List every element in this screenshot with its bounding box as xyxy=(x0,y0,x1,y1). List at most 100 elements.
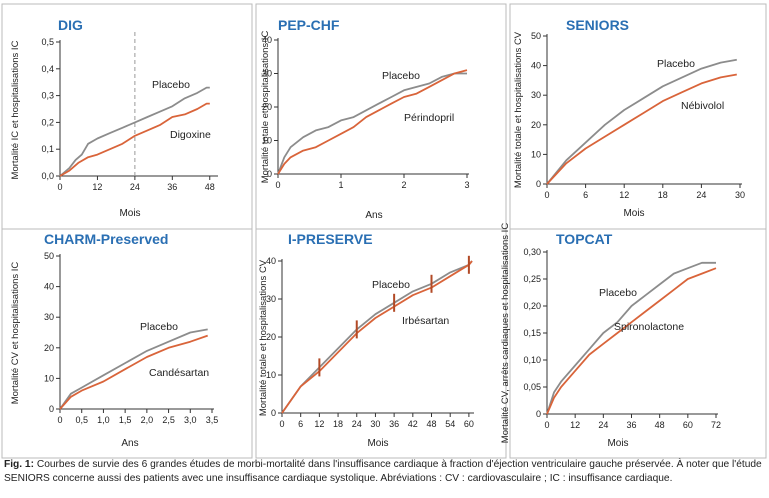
y-tick-label: 30 xyxy=(262,69,272,79)
y-tick-label: 0 xyxy=(49,404,54,414)
x-tick-label: 1 xyxy=(338,180,343,190)
x-tick-label: 24 xyxy=(598,420,608,430)
series-label-treatment: Candésartan xyxy=(149,367,209,379)
x-tick-label: 6 xyxy=(298,419,303,429)
series-line-treatment xyxy=(59,334,208,410)
y-tick-label: 0,10 xyxy=(523,355,541,365)
y-axis-label: Mortalité totale et hospitalisations CV xyxy=(258,259,269,416)
series-line-placebo xyxy=(281,260,473,414)
x-tick-label: 42 xyxy=(408,419,418,429)
y-tick-label: 0,5 xyxy=(41,37,54,47)
y-tick-label: 30 xyxy=(531,90,541,100)
y-tick-label: 0 xyxy=(271,408,276,418)
y-tick-label: 0,20 xyxy=(523,301,541,311)
y-axis-label: Mortalité totale et hospitalisations CV xyxy=(513,31,524,188)
y-tick-label: 0,25 xyxy=(523,274,541,284)
x-tick-label: 0 xyxy=(544,190,549,200)
series-line-treatment xyxy=(546,73,737,185)
x-axis-label: Mois xyxy=(607,438,628,449)
x-tick-label: 0 xyxy=(279,419,284,429)
chart-title: CHARM-Preserved xyxy=(44,231,168,247)
x-tick-label: 48 xyxy=(205,182,215,192)
panel-frame xyxy=(1,228,253,459)
x-tick-label: 36 xyxy=(626,420,636,430)
series-label-placebo: Placebo xyxy=(140,321,178,333)
series-line-placebo xyxy=(546,261,716,415)
x-tick-label: 12 xyxy=(619,190,629,200)
y-tick-label: 40 xyxy=(266,256,276,266)
x-axis-label: Mois xyxy=(623,208,644,219)
x-tick-label: 72 xyxy=(711,420,721,430)
x-tick-label: 2 xyxy=(401,180,406,190)
chart-panel-pepchf: PEP-CHF 0 10 20 30 40 0 1 2 3 Ans Mortalité totale … xyxy=(255,3,507,230)
x-tick-label: 30 xyxy=(370,419,380,429)
y-tick-label: 0 xyxy=(536,179,541,189)
x-tick-label: 30 xyxy=(735,190,745,200)
x-tick-label: 3,5 xyxy=(206,415,219,425)
figure-caption: Fig. 1: Courbes de survie des 6 grandes … xyxy=(4,458,766,486)
x-tick-label: 2,5 xyxy=(162,415,175,425)
x-tick-label: 0,5 xyxy=(75,415,88,425)
y-tick-label: 50 xyxy=(531,31,541,41)
x-tick-label: 1,5 xyxy=(119,415,132,425)
y-tick-label: 0,15 xyxy=(523,328,541,338)
series-label-treatment: Nébivolol xyxy=(681,100,724,112)
x-tick-label: 2,0 xyxy=(141,415,154,425)
series-line-treatment xyxy=(59,102,210,177)
y-tick-label: 30 xyxy=(44,312,54,322)
y-tick-label: 0,3 xyxy=(41,91,54,101)
y-axis-label: Mortalité CV, arrêts cardiaques et hospi… xyxy=(500,223,511,444)
y-tick-label: 40 xyxy=(531,61,541,71)
x-tick-label: 18 xyxy=(658,190,668,200)
series-label-treatment: Spironolactone xyxy=(614,321,684,333)
y-tick-label: 0,05 xyxy=(523,382,541,392)
series-label-placebo: Placebo xyxy=(372,279,410,291)
series-line-placebo xyxy=(59,86,210,177)
series-line-treatment xyxy=(281,260,473,414)
y-tick-label: 20 xyxy=(266,332,276,342)
x-tick-label: 0 xyxy=(544,420,549,430)
y-tick-label: 0,0 xyxy=(41,171,54,181)
x-tick-label: 1,0 xyxy=(97,415,110,425)
y-tick-label: 10 xyxy=(262,136,272,146)
y-tick-label: 40 xyxy=(44,282,54,292)
chart-title: SENIORS xyxy=(566,17,629,33)
y-tick-label: 40 xyxy=(262,35,272,45)
series-line-placebo xyxy=(546,58,737,185)
x-axis-label: Mois xyxy=(119,208,140,219)
chart-panel-charm: CHARM-Preserved 0 10 20 30 40 50 0 0,5 1,0 1,5 2,0 2… xyxy=(1,228,253,459)
caption-text: Courbes de survie des 6 grandes études d… xyxy=(4,459,762,484)
x-tick-label: 54 xyxy=(445,419,455,429)
panel-frame xyxy=(509,228,767,459)
x-tick-label: 6 xyxy=(583,190,588,200)
chart-title: DIG xyxy=(58,17,83,33)
y-tick-label: 10 xyxy=(531,149,541,159)
chart-title: PEP-CHF xyxy=(278,17,340,33)
y-tick-label: 0 xyxy=(536,409,541,419)
y-tick-label: 0,30 xyxy=(523,247,541,257)
y-tick-label: 30 xyxy=(266,294,276,304)
x-tick-label: 24 xyxy=(130,182,140,192)
y-tick-label: 10 xyxy=(266,370,276,380)
x-tick-label: 0 xyxy=(275,180,280,190)
x-tick-label: 36 xyxy=(167,182,177,192)
series-label-treatment: Irbésartan xyxy=(402,315,449,327)
y-tick-label: 50 xyxy=(44,251,54,261)
x-tick-label: 24 xyxy=(696,190,706,200)
caption-label: Fig. 1: xyxy=(4,459,34,470)
chart-panel-dig: DIG 0,0 0,1 0,2 0,3 0,4 0,5 0 12 24 36 48 Mois Mortal… xyxy=(1,3,253,230)
panel-frame xyxy=(1,3,253,230)
series-label-treatment: Périndopril xyxy=(404,112,454,124)
x-tick-label: 24 xyxy=(352,419,362,429)
series-line-treatment xyxy=(277,69,468,175)
y-tick-label: 0,4 xyxy=(41,64,54,74)
x-tick-label: 60 xyxy=(464,419,474,429)
chart-title: I-PRESERVE xyxy=(288,231,373,247)
x-tick-label: 18 xyxy=(333,419,343,429)
series-label-placebo: Placebo xyxy=(657,58,695,70)
series-label-placebo: Placebo xyxy=(382,70,420,82)
x-tick-label: 0 xyxy=(57,182,62,192)
x-tick-label: 36 xyxy=(389,419,399,429)
y-axis-label: Mortalité IC et hospitalisations IC xyxy=(10,40,21,179)
y-tick-label: 10 xyxy=(44,373,54,383)
